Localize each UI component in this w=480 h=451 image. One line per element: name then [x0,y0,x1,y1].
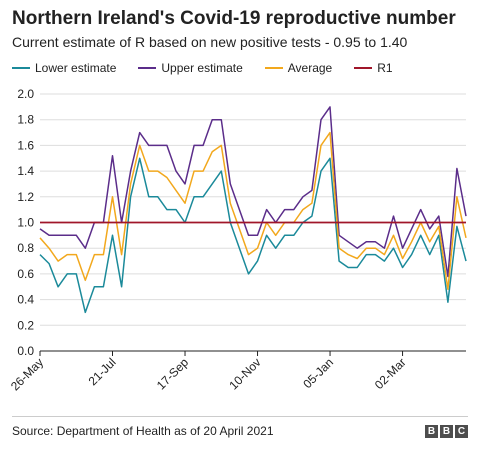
x-tick-label: 05-Jan [300,355,336,391]
bbc-logo-block: B [440,425,453,438]
chart-subtitle: Current estimate of R based on new posit… [12,34,408,50]
legend-label-r1: R1 [377,61,393,75]
x-tick-label: 26-May [8,355,46,393]
footer-divider [12,416,468,417]
legend-label-upper: Upper estimate [161,61,243,75]
bbc-logo-block: C [455,425,468,438]
y-tick-label: 1.0 [17,216,34,230]
series-line-upper [39,106,467,278]
x-tick-label: 10-Nov [226,355,263,392]
legend-item-average: Average [264,61,333,75]
legend-item-r1: R1 [354,61,393,75]
chart-legend: Lower estimate Upper estimate Average R1 [12,60,415,76]
legend-swatch-upper [138,67,157,69]
legend-label-lower: Lower estimate [35,61,117,75]
y-tick-label: 2.0 [17,87,34,101]
y-tick-label: 1.2 [17,190,34,204]
y-tick-label: 1.6 [17,138,34,152]
y-tick-label: 1.4 [17,164,34,178]
y-tick-label: 0.4 [17,293,34,307]
x-tick-label: 02-Mar [372,355,409,392]
legend-swatch-lower [12,67,30,69]
bbc-logo-block: B [425,425,438,438]
y-tick-label: 0.2 [17,318,34,332]
y-tick-label: 0.6 [17,267,34,281]
chart-title: Northern Ireland's Covid-19 reproductive… [12,8,456,29]
y-tick-label: 0.0 [17,344,34,358]
x-tick-label: 21-Jul [86,355,119,388]
legend-label-average: Average [287,61,333,75]
series-line-average [39,131,467,291]
legend-swatch-r1 [354,67,373,69]
legend-swatch-average [264,67,283,69]
series-line-lower [39,157,467,314]
legend-item-upper: Upper estimate [138,61,243,75]
y-tick-label: 0.8 [17,241,34,255]
source-note: Source: Department of Health as of 20 Ap… [12,424,274,438]
y-tick-label: 1.8 [17,113,34,127]
r-number-line-chart: 0.0 0.2 0.4 0.6 0.8 1.0 1.2 1.4 1.6 1.8 2.0 26-May 2… [8,87,467,393]
legend-item-lower: Lower estimate [12,61,116,75]
x-tick-label: 17-Sep [154,355,191,392]
